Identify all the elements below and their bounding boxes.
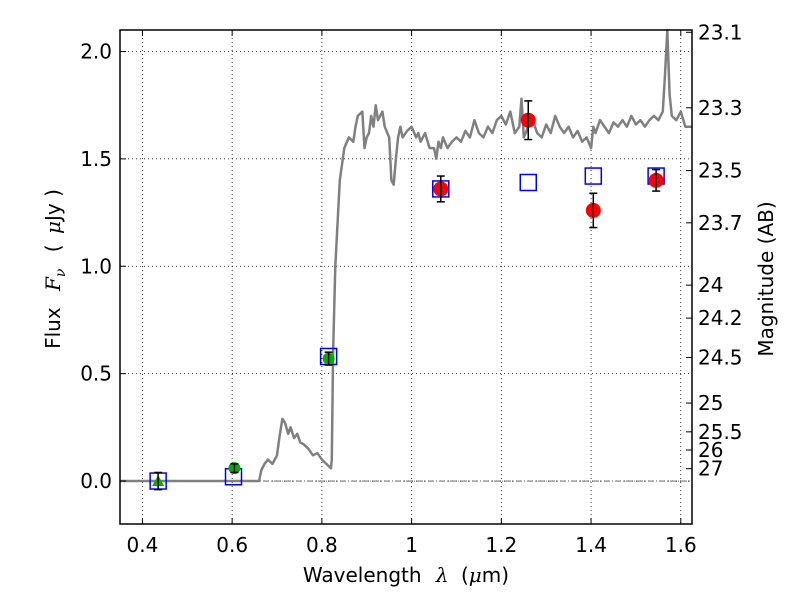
mag-tick-label: 24.5 xyxy=(698,345,743,369)
plot-frame xyxy=(119,29,693,525)
mag-tick-label: 23.1 xyxy=(698,20,743,44)
mag-tick-label: 24.2 xyxy=(698,306,743,330)
tick-labels: 0.4 0.6 0.8 1 1.2 1.4 1.6 0.0 0.5 1.0 1.5 2.0 23.1 23… xyxy=(80,20,742,557)
mag-tick-label: 23.5 xyxy=(698,159,743,183)
mag-tick-label: 25 xyxy=(698,391,723,415)
x-tick-label: 1.4 xyxy=(575,533,607,557)
mag-tick-label: 26 xyxy=(698,438,723,462)
y-tick-label: 1.0 xyxy=(80,254,112,278)
y-tick-label: 0.5 xyxy=(80,362,112,386)
y-tick-label: 1.5 xyxy=(80,147,112,171)
grid-lines xyxy=(120,30,692,524)
x-tick-label: 1.6 xyxy=(665,533,697,557)
mag-tick-label: 27 xyxy=(698,457,723,481)
x-tick-label: 1 xyxy=(405,533,418,557)
y-tick-label: 2.0 xyxy=(80,39,112,63)
y-tick-label: 0.0 xyxy=(80,469,112,493)
axis-ticks xyxy=(120,30,692,524)
mag-tick-label: 25.5 xyxy=(698,420,743,444)
mag-tick-label: 24 xyxy=(698,273,723,297)
x-tick-label: 0.8 xyxy=(306,533,338,557)
x-tick-label: 0.4 xyxy=(127,533,159,557)
model-square xyxy=(519,173,538,192)
spectrum-line xyxy=(120,28,692,483)
mag-tick-label: 23.3 xyxy=(698,96,743,120)
x-tick-label: 1.2 xyxy=(485,533,517,557)
x-axis-title: Wavelength λ (μm) xyxy=(303,563,509,587)
y2-axis-title: Magnitude (AB) xyxy=(754,201,778,356)
mag-tick-label: 23.7 xyxy=(698,211,743,235)
model-square xyxy=(584,167,603,185)
spectrum-series xyxy=(120,28,692,483)
photometry-markers xyxy=(149,100,665,491)
x-tick-label: 0.6 xyxy=(216,533,248,557)
y-axis-title: Flux Fν ( μJy ) xyxy=(41,189,70,349)
